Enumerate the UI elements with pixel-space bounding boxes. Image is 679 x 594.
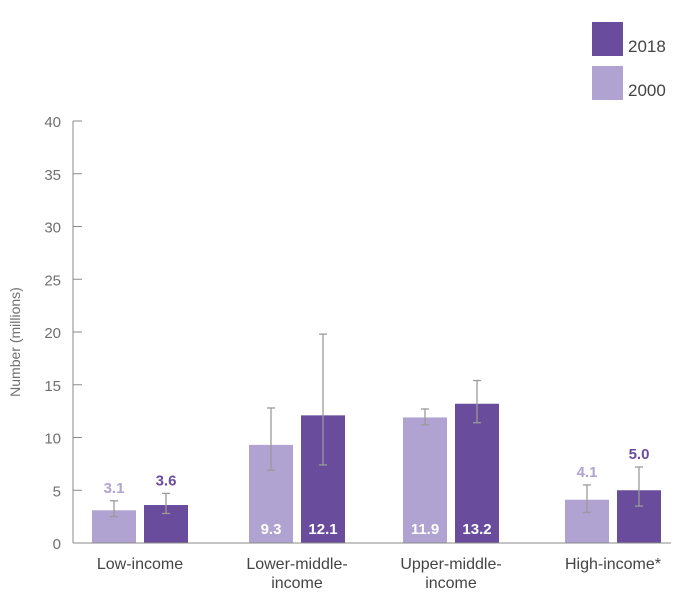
data-label-2000-2: 11.9 [411, 521, 439, 538]
data-label-2018-0: 3.6 [156, 472, 177, 489]
x-category-label: income [425, 575, 477, 592]
y-axis-title: Number (millions) [7, 287, 23, 397]
bar-2018-2 [455, 403, 499, 543]
error-bar-2018-2 [473, 379, 481, 424]
error-bar-2000-1 [267, 407, 275, 471]
data-label-2018-2: 13.2 [462, 521, 491, 538]
y-tick-label: 35 [44, 167, 61, 184]
legend-label-2018: 2018 [628, 37, 666, 56]
y-tick-label: 30 [44, 220, 61, 237]
error-bar-2000-3 [583, 484, 591, 514]
legend-swatch-2018 [592, 22, 623, 56]
error-bar-2018-1 [319, 333, 327, 466]
error-bar-2000-0 [110, 500, 118, 518]
y-tick-label: 20 [44, 325, 61, 342]
y-tick-label: 15 [44, 378, 61, 395]
legend-label-2000: 2000 [628, 81, 666, 100]
error-bar-2000-2 [421, 408, 429, 426]
data-label-2000-3: 4.1 [577, 464, 598, 481]
legend-swatch-2000 [592, 66, 623, 100]
y-tick-label: 5 [53, 483, 61, 500]
data-label-2000-1: 9.3 [261, 521, 282, 538]
data-label-2000-0: 3.1 [104, 480, 125, 497]
y-tick-label: 40 [44, 114, 61, 131]
x-category-label: Upper-middle- [400, 556, 501, 573]
y-tick-label: 0 [53, 536, 61, 553]
x-category-label: High-income* [565, 556, 661, 573]
y-tick-label: 25 [44, 272, 61, 289]
x-category-label: Low-income [97, 556, 183, 573]
x-category-label: Lower-middle- [246, 556, 347, 573]
y-tick-label: 10 [44, 431, 61, 448]
error-bar-2018-3 [635, 466, 643, 507]
x-category-label: income [271, 575, 323, 592]
data-label-2018-1: 12.1 [308, 521, 337, 538]
error-bar-2018-0 [162, 492, 170, 515]
bar-2000-2 [403, 417, 447, 543]
data-label-2018-3: 5.0 [629, 446, 650, 463]
